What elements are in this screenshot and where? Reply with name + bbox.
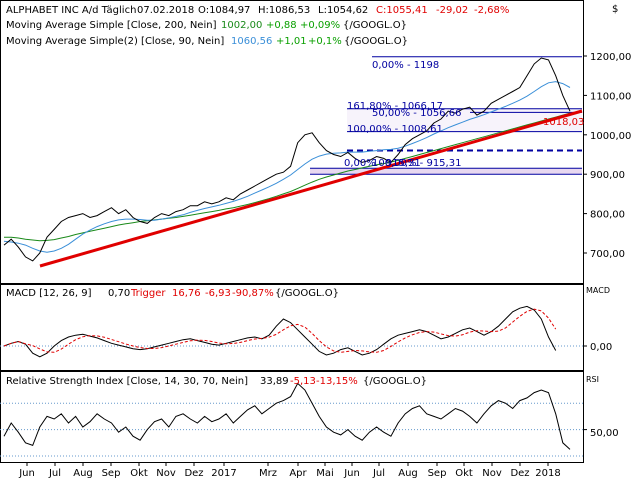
rsi-header: Relative Strength Index [Close, 14, 30, … — [6, 375, 599, 387]
rsi-corner-label: RSI — [586, 375, 599, 384]
month-label-15: Okt — [455, 468, 473, 479]
ma1-label: Moving Average Simple [Close, 200, Nein] — [6, 20, 217, 31]
rsi-line — [3, 382, 571, 450]
header-low: L:1054,62 — [318, 5, 368, 16]
fib-label-3: 100,00% - 1008,61 — [347, 124, 443, 135]
rsi-delta-pct: -13,15% — [316, 376, 358, 387]
macd-corner-label: MACD — [586, 286, 610, 295]
rsi-value: 33,89 — [260, 376, 289, 387]
rsi-title: Relative Strength Index [Close, 14, 30, … — [6, 376, 248, 387]
ma2-delta: +1,01 — [276, 36, 307, 47]
fib-label-5: 100,00% - 915,31 — [372, 158, 461, 169]
month-label-3: Sep — [102, 468, 121, 479]
macd-symbol: {/GOOGL.O} — [275, 288, 339, 299]
month-label-9: Apr — [289, 468, 307, 479]
macd-line — [3, 305, 557, 358]
corner-symbol: $ — [612, 4, 618, 15]
header-open: O:1084,97 — [198, 5, 250, 16]
trend-value-label: 1018,03 — [543, 117, 584, 128]
month-label-2: Aug — [73, 468, 93, 479]
fib-label-0: 0,00% - 1198 — [372, 60, 439, 71]
macd-trigger-line — [3, 308, 557, 353]
macd-zero-label: 0,00 — [590, 342, 612, 353]
fib-label-1: 161,80% - 1066,17 — [347, 101, 443, 112]
month-label-7: 2017 — [211, 468, 236, 479]
price-tick-label-1: 800,00 — [590, 210, 625, 221]
macd-delta: -6,93 — [205, 288, 231, 299]
month-label-14: Sep — [428, 468, 447, 479]
price-line — [3, 57, 571, 262]
macd-panel — [0, 305, 587, 358]
macd-value: 0,70 — [108, 288, 130, 299]
month-label-4: Okt — [130, 468, 148, 479]
header-date: 07.02.2018 — [137, 5, 194, 16]
ma2-symbol: {/GOOGL.O} — [344, 36, 408, 47]
ma2-label: Moving Average Simple(2) [Close, 90, Nei… — [6, 36, 224, 47]
month-label-16: Nov — [482, 468, 502, 479]
ma200-line — [4, 112, 571, 242]
price-tick-label-0: 700,00 — [590, 249, 625, 260]
month-label-5: Nov — [156, 468, 176, 479]
macd-title: MACD [12, 26, 9] — [6, 288, 92, 299]
month-label-6: Dez — [184, 468, 203, 479]
month-label-8: Mrz — [259, 468, 277, 479]
month-label-13: Aug — [398, 468, 418, 479]
instrument-name: ALPHABET INC A/d Täglich — [6, 5, 136, 16]
month-label-17: Dez — [510, 468, 529, 479]
price-panel: 700,00 800,00 900,00 1000,00 1100,00 1200,00 — [3, 52, 631, 268]
macd-delta-pct: -90,87% — [232, 288, 274, 299]
month-label-18: 2018 — [535, 468, 560, 479]
month-label-1: Jul — [48, 468, 61, 479]
ma1-symbol: {/GOOGL.O} — [343, 20, 407, 31]
ma2-delta-pct: +0,1% — [308, 36, 342, 47]
fib-band — [310, 168, 582, 175]
header-high: H:1086,53 — [258, 5, 310, 16]
macd-header: MACD [12, 26, 9] 0,70 Trigger 16,76 -6,9… — [6, 286, 610, 299]
ma1-value: 1002,00 — [221, 20, 262, 31]
rsi-symbol: {/GOOGL.O} — [363, 376, 427, 387]
ma1-delta: +0,88 — [266, 20, 297, 31]
fib-label-4: 0,00% - 915,31 — [344, 158, 421, 169]
month-label-12: Jul — [372, 468, 385, 479]
ma2-value: 1060,56 — [231, 36, 272, 47]
month-label-11: Jun — [343, 468, 360, 479]
ma1-delta-pct: +0,09% — [300, 20, 340, 31]
price-tick-label-3: 1000,00 — [590, 131, 631, 142]
header-change-pct: -2,68% — [474, 5, 509, 16]
panel-frames — [0, 0, 584, 463]
header-change: -29,02 — [436, 5, 468, 16]
price-header: ALPHABET INC A/d Täglich 07.02.2018 O:10… — [6, 4, 618, 47]
fibonacci-labels: 0,00% - 1198 161,80% - 1066,17 50,00% - … — [344, 60, 584, 169]
macd-trigger-label: Trigger — [130, 288, 166, 299]
ma90-line — [3, 81, 571, 253]
price-tick-label-4: 1100,00 — [590, 91, 631, 102]
price-tick-label-5: 1200,00 — [590, 52, 631, 63]
rsi-level-label: 50,00 — [590, 428, 619, 439]
month-label-0: Jun — [18, 468, 35, 479]
trend-line — [39, 109, 583, 268]
price-tick-label-2: 900,00 — [590, 170, 625, 181]
macd-trigger-value: 16,76 — [172, 288, 201, 299]
rsi-panel — [0, 382, 587, 457]
rsi-delta: -5,13 — [290, 376, 316, 387]
month-label-10: Mai — [316, 468, 334, 479]
fib-label-2: 50,00% - 1056,66 — [372, 108, 461, 119]
header-close: C:1055,41 — [376, 5, 428, 16]
axis-labels: Jun Jul Aug Sep Okt Nov Dez 2017 Mrz Apr Mai Jun Jul… — [18, 462, 561, 479]
